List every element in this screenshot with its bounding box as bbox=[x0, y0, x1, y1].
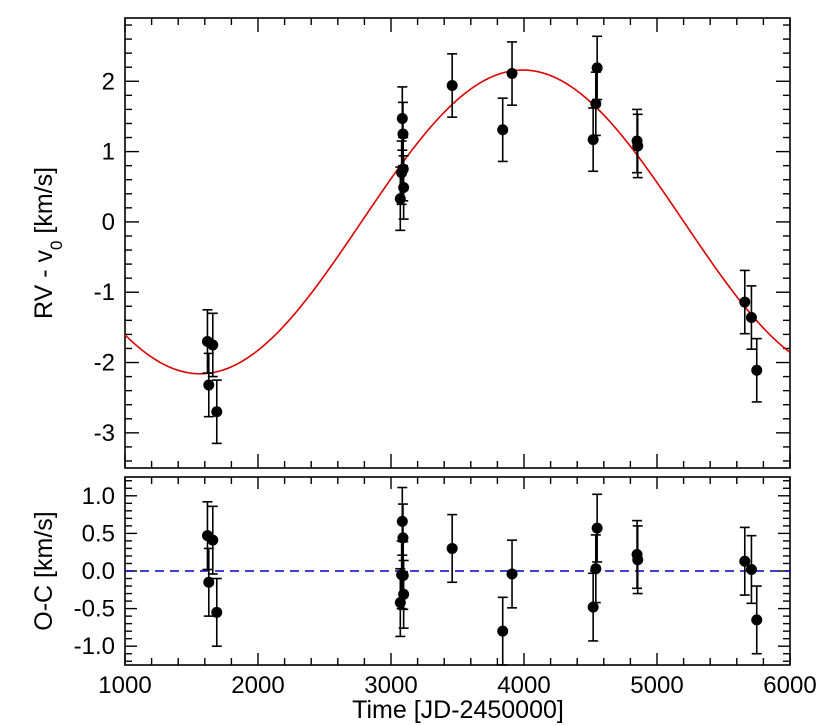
x-tick-label: 2000 bbox=[231, 672, 284, 699]
data-point bbox=[446, 513, 458, 584]
point-marker bbox=[587, 601, 599, 613]
y-tick-label: -0.5 bbox=[74, 596, 115, 623]
point-marker bbox=[590, 98, 602, 110]
point-marker bbox=[203, 576, 215, 588]
point-marker bbox=[211, 606, 223, 618]
point-marker bbox=[506, 68, 518, 80]
data-point bbox=[751, 337, 763, 403]
data-point bbox=[211, 379, 223, 445]
x-tick-label: 4000 bbox=[497, 672, 550, 699]
x-tick-label: 3000 bbox=[364, 672, 417, 699]
x-tick-label: 1000 bbox=[98, 672, 151, 699]
y-tick-label: 1.0 bbox=[82, 483, 115, 510]
point-marker bbox=[590, 563, 602, 575]
x-axis-label: Time [JD-2450000] bbox=[352, 696, 564, 724]
x-tick-label: 6000 bbox=[763, 672, 816, 699]
point-marker bbox=[446, 542, 458, 554]
y-tick-label: 1 bbox=[102, 139, 115, 166]
point-marker bbox=[207, 534, 219, 546]
data-point bbox=[506, 539, 518, 609]
point-marker bbox=[751, 614, 763, 626]
y-tick-label: -3 bbox=[94, 420, 115, 447]
point-marker bbox=[497, 124, 509, 136]
residuals-panel: -1.0 -0.5 0.0 0.5 1.0 1000 2000 3000 4000 5000 60… bbox=[30, 476, 817, 724]
point-marker bbox=[587, 134, 599, 146]
y-tick-label: -1.0 bbox=[74, 633, 115, 660]
rv-panel-frame bbox=[124, 17, 791, 469]
point-marker bbox=[751, 364, 763, 376]
y-tick-label: 0.5 bbox=[82, 520, 115, 547]
data-point bbox=[207, 505, 219, 575]
data-point bbox=[497, 97, 509, 163]
data-point bbox=[203, 352, 215, 418]
data-point bbox=[632, 525, 644, 595]
point-marker bbox=[207, 339, 219, 351]
data-point bbox=[398, 155, 410, 220]
rv-model-curve bbox=[124, 69, 791, 375]
data-point bbox=[497, 596, 509, 666]
y-tick-label: 0.0 bbox=[82, 558, 115, 585]
data-point bbox=[745, 285, 757, 350]
residuals-data-points bbox=[201, 486, 763, 666]
rv-data-points bbox=[201, 35, 763, 445]
rv-y-tick-labels: -3 -2 -1 0 1 2 bbox=[94, 68, 115, 447]
point-marker bbox=[745, 312, 757, 324]
data-point bbox=[446, 53, 458, 118]
data-point bbox=[591, 35, 603, 101]
rv-y-axis-label-main: RV - v bbox=[30, 250, 58, 319]
point-marker bbox=[203, 379, 215, 391]
data-point bbox=[632, 113, 644, 179]
point-marker bbox=[397, 532, 409, 544]
point-marker bbox=[497, 625, 509, 637]
point-marker bbox=[398, 588, 410, 600]
data-point bbox=[739, 269, 751, 335]
data-point bbox=[587, 107, 599, 173]
point-marker bbox=[211, 406, 223, 418]
point-marker bbox=[591, 522, 603, 534]
y-tick-label: -2 bbox=[94, 350, 115, 377]
point-marker bbox=[506, 568, 518, 580]
rv-y-axis-label-unit: [km/s] bbox=[30, 167, 58, 241]
data-point bbox=[590, 71, 602, 137]
data-point bbox=[751, 585, 763, 655]
point-marker bbox=[739, 296, 751, 308]
point-marker bbox=[591, 62, 603, 74]
x-tick-label: 5000 bbox=[630, 672, 683, 699]
point-marker bbox=[632, 140, 644, 152]
data-point bbox=[590, 534, 602, 604]
rv-panel-ticks bbox=[124, 18, 791, 468]
y-tick-label: 0 bbox=[102, 209, 115, 236]
data-point bbox=[591, 493, 603, 563]
data-point bbox=[745, 534, 757, 605]
data-point bbox=[211, 577, 223, 648]
data-point bbox=[398, 559, 410, 629]
y-tick-label: -1 bbox=[94, 279, 115, 306]
rv-y-axis-label: RV - v0 [km/s] bbox=[30, 167, 66, 319]
y-tick-label: 2 bbox=[102, 68, 115, 95]
point-marker bbox=[739, 555, 751, 567]
residuals-y-axis-label: O-C [km/s] bbox=[30, 511, 58, 630]
point-marker bbox=[632, 554, 644, 566]
data-point bbox=[207, 312, 219, 378]
residuals-y-tick-labels: -1.0 -0.5 0.0 0.5 1.0 bbox=[74, 483, 115, 660]
data-point bbox=[739, 526, 751, 596]
data-point bbox=[587, 572, 599, 642]
data-point bbox=[506, 41, 518, 106]
data-point bbox=[203, 547, 215, 617]
point-marker bbox=[745, 563, 757, 575]
point-marker bbox=[446, 80, 458, 91]
point-marker bbox=[398, 181, 410, 193]
rv-y-axis-label-subscript: 0 bbox=[47, 241, 66, 250]
residuals-x-tick-labels: 1000 2000 3000 4000 5000 6000 bbox=[98, 672, 816, 699]
